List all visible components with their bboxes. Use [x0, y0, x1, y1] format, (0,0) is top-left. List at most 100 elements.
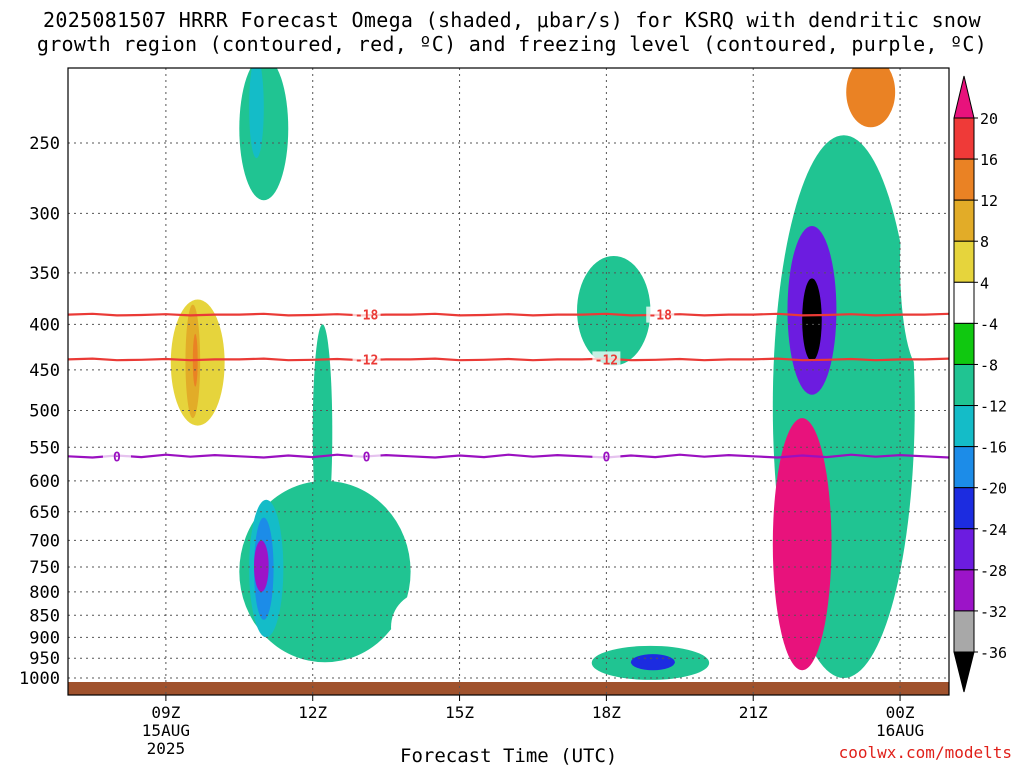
colorbar-label--4: -4 [980, 315, 998, 333]
y-tick-label-300: 300 [29, 204, 60, 224]
chart-title-line1: 2025081507 HRRR Forecast Omega (shaded, … [43, 8, 981, 32]
y-tick-label-900: 900 [29, 628, 60, 648]
y-tick-label-500: 500 [29, 402, 60, 422]
y-tick-label-600: 600 [29, 472, 60, 492]
colorbar-bin-7 [953, 363, 975, 407]
y-tick-label-700: 700 [29, 531, 60, 551]
x-tick-label-00Z: 00Z [886, 703, 915, 722]
y-tick-label-850: 850 [29, 606, 60, 626]
omega-field [131, 68, 945, 680]
colorbar-bin-4 [953, 240, 975, 283]
omega-region-16 [630, 654, 675, 671]
colorbar-label-12: 12 [980, 192, 998, 210]
colorbar-bin-11 [953, 528, 975, 571]
omega-region-10 [312, 324, 333, 541]
colorbar-label--36: -36 [980, 644, 1007, 662]
colorbar-label--24: -24 [980, 521, 1007, 539]
plot-frame [67, 67, 950, 696]
chart-title-line2: growth region (contoured, red, ºC) and f… [36, 32, 988, 56]
ground-fill [68, 682, 949, 695]
y-tick-label-400: 400 [29, 315, 60, 335]
colorbar-label-8: 8 [980, 233, 989, 251]
contour-label-bg [646, 306, 675, 323]
colorbar-top-arrow [953, 75, 975, 119]
y-axis: 2503003504004505005506006507007508008509… [19, 134, 60, 689]
contour-label--12: -12 [355, 353, 378, 368]
omega-region-23 [772, 418, 832, 671]
contour-label-0: 0 [113, 450, 121, 465]
y-tick-label-250: 250 [29, 134, 60, 154]
y-tick-label-750: 750 [29, 558, 60, 578]
colorbar-bin-10 [953, 487, 975, 530]
colorbar-bin-13 [953, 610, 975, 653]
colorbar-label--16: -16 [980, 439, 1007, 457]
contour-label-0: 0 [363, 450, 371, 465]
omega-region-4 [249, 68, 264, 159]
colorbar-bin-9 [953, 446, 975, 489]
colorbar-bin-2 [953, 158, 975, 201]
colorbar-label-16: 16 [980, 151, 998, 169]
contour-label-bg [102, 448, 131, 465]
contour-label-bg [352, 351, 381, 368]
contour-label-bg [352, 448, 381, 465]
credit-text: coolwx.com/modelts [838, 743, 1012, 762]
contour-label-bg [352, 306, 381, 323]
y-tick-label-800: 800 [29, 583, 60, 603]
x-tick-label-21Z: 21Z [739, 703, 768, 722]
colorbar-label--28: -28 [980, 562, 1007, 580]
omega-region-9 [253, 540, 269, 592]
y-tick-label-650: 650 [29, 503, 60, 523]
omega-region-12 [391, 591, 460, 663]
colorbar-label--32: -32 [980, 603, 1007, 621]
x-tick-label-12Z: 12Z [298, 703, 327, 722]
colorbar-label--12: -12 [980, 398, 1007, 416]
contour-label--18: -18 [355, 309, 379, 324]
colorbar-label-4: 4 [980, 274, 989, 292]
omega-region-11 [131, 582, 240, 663]
x-tick-sublabel: 16AUG [876, 721, 924, 740]
colorbar-label-20: 20 [980, 110, 998, 128]
omega-region-19 [846, 68, 896, 128]
colorbar-bin-8 [953, 405, 975, 448]
omega-region-24 [900, 158, 945, 370]
y-tick-label-450: 450 [29, 361, 60, 381]
colorbar-bin-6 [953, 322, 975, 365]
y-tick-label-950: 950 [29, 649, 60, 669]
omega-region-13 [577, 255, 651, 366]
x-axis-title: Forecast Time (UTC) [400, 745, 618, 767]
colorbar-bin-5 [953, 281, 975, 324]
omega-region-3 [239, 68, 289, 201]
contour-line-0 [68, 453, 949, 459]
colorbar-bin-3 [953, 199, 975, 242]
y-tick-label-1000: 1000 [19, 669, 60, 689]
contour-label-bg [592, 448, 621, 465]
contour-line--12 [68, 357, 949, 362]
colorbar-label--8: -8 [980, 356, 998, 374]
temperature-contours: -18 -18 -12 -12 0 0 0 [68, 306, 949, 465]
colorbar: 20 16 12 8 4 -4 -8 -12 -16 -20 -24 -28 -32 -36 [953, 75, 1007, 693]
x-tick-sublabel: 15AUG [142, 721, 190, 740]
omega-region-6 [239, 480, 411, 663]
contour-label--12: -12 [595, 353, 618, 368]
colorbar-bottom-arrow [953, 651, 975, 693]
grid-lines [68, 68, 949, 695]
ground-strip [68, 682, 949, 695]
omega-region-14 [518, 480, 671, 663]
omega-region-1 [185, 304, 201, 419]
y-tick-label-550: 550 [29, 438, 60, 458]
colorbar-label--20: -20 [980, 480, 1007, 498]
contour-label--18: -18 [648, 309, 672, 324]
colorbar-bin-12 [953, 569, 975, 612]
y-tick-label-350: 350 [29, 264, 60, 284]
x-tick-label-18Z: 18Z [592, 703, 621, 722]
omega-region-5 [307, 68, 382, 262]
x-tick-label-09Z: 09Z [151, 703, 180, 722]
colorbar-bin-1 [953, 117, 975, 160]
contour-line--18 [68, 312, 949, 317]
contour-label-bg [592, 351, 621, 368]
x-tick-label-15Z: 15Z [445, 703, 474, 722]
omega-region-22 [802, 278, 822, 362]
contour-label-0: 0 [602, 450, 610, 465]
